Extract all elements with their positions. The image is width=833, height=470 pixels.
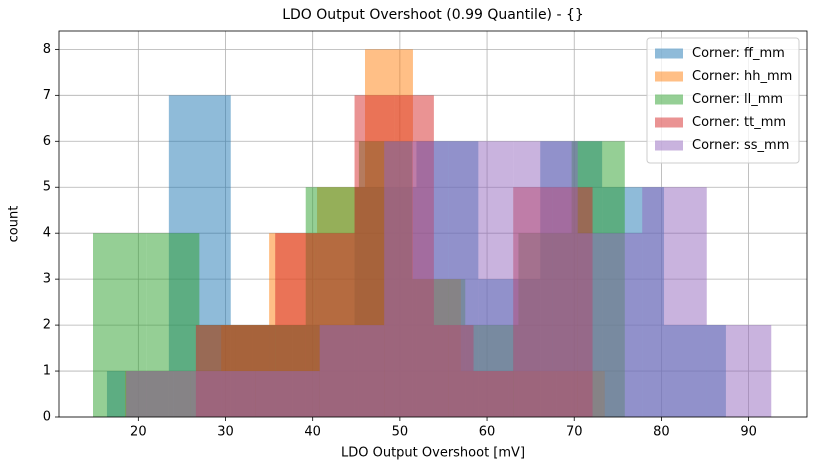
y-tick-label: 2	[43, 318, 51, 333]
x-tick-label: 70	[566, 425, 583, 440]
y-tick-label: 8	[43, 42, 51, 57]
legend-swatch	[655, 117, 683, 128]
legend: Corner: ff_mm Corner: hh_mm Corner: ll_mm C…	[646, 37, 800, 164]
legend-box	[646, 37, 800, 164]
axes: 20 30 40 50 60 70 80 90 0 1 2 3 4 5 6 7 8	[43, 30, 808, 440]
legend-swatch	[655, 140, 683, 151]
y-tick-label: 3	[43, 272, 51, 287]
histogram-bar	[255, 371, 320, 417]
y-tick-label: 1	[43, 364, 51, 379]
x-tick-label: 30	[217, 425, 234, 440]
legend-label: Corner: ss_mm	[692, 138, 789, 153]
legend-swatch	[655, 94, 683, 105]
legend-label: Corner: tt_mm	[692, 115, 786, 130]
legend-label: Corner: hh_mm	[692, 69, 792, 84]
histogram-bar	[513, 141, 578, 418]
x-tick-label: 50	[392, 425, 409, 440]
x-tick-label: 40	[304, 425, 321, 440]
histogram-bar	[642, 187, 707, 417]
x-axis-label: LDO Output Overshoot [mV]	[341, 446, 525, 461]
y-tick-label: 4	[43, 226, 51, 241]
histogram-bar	[319, 325, 385, 417]
plot-frame	[58, 30, 808, 418]
x-tick-label: 60	[479, 425, 496, 440]
histogram-bar	[126, 371, 191, 417]
y-tick-label: 7	[43, 88, 51, 103]
histogram-bar	[577, 233, 643, 417]
legend-swatch	[655, 71, 683, 82]
histogram-bar	[384, 141, 449, 418]
y-tick-label: 0	[43, 410, 51, 425]
bars	[93, 49, 772, 418]
x-tick-label: 80	[653, 425, 670, 440]
legend-label: Corner: ll_mm	[692, 92, 783, 107]
y-tick-label: 5	[43, 180, 51, 195]
legend-swatch	[655, 48, 683, 59]
legend-label: Corner: ff_mm	[692, 46, 785, 61]
histogram-bar	[190, 371, 256, 417]
y-tick-label: 6	[43, 134, 51, 149]
histogram-bar	[448, 141, 514, 418]
histogram-bar	[706, 325, 772, 417]
x-tick-label: 90	[740, 425, 757, 440]
chart-title: LDO Output Overshoot (0.99 Quantile) - {…	[282, 7, 584, 23]
y-axis-label: count	[7, 206, 22, 243]
x-tick-label: 20	[130, 425, 147, 440]
